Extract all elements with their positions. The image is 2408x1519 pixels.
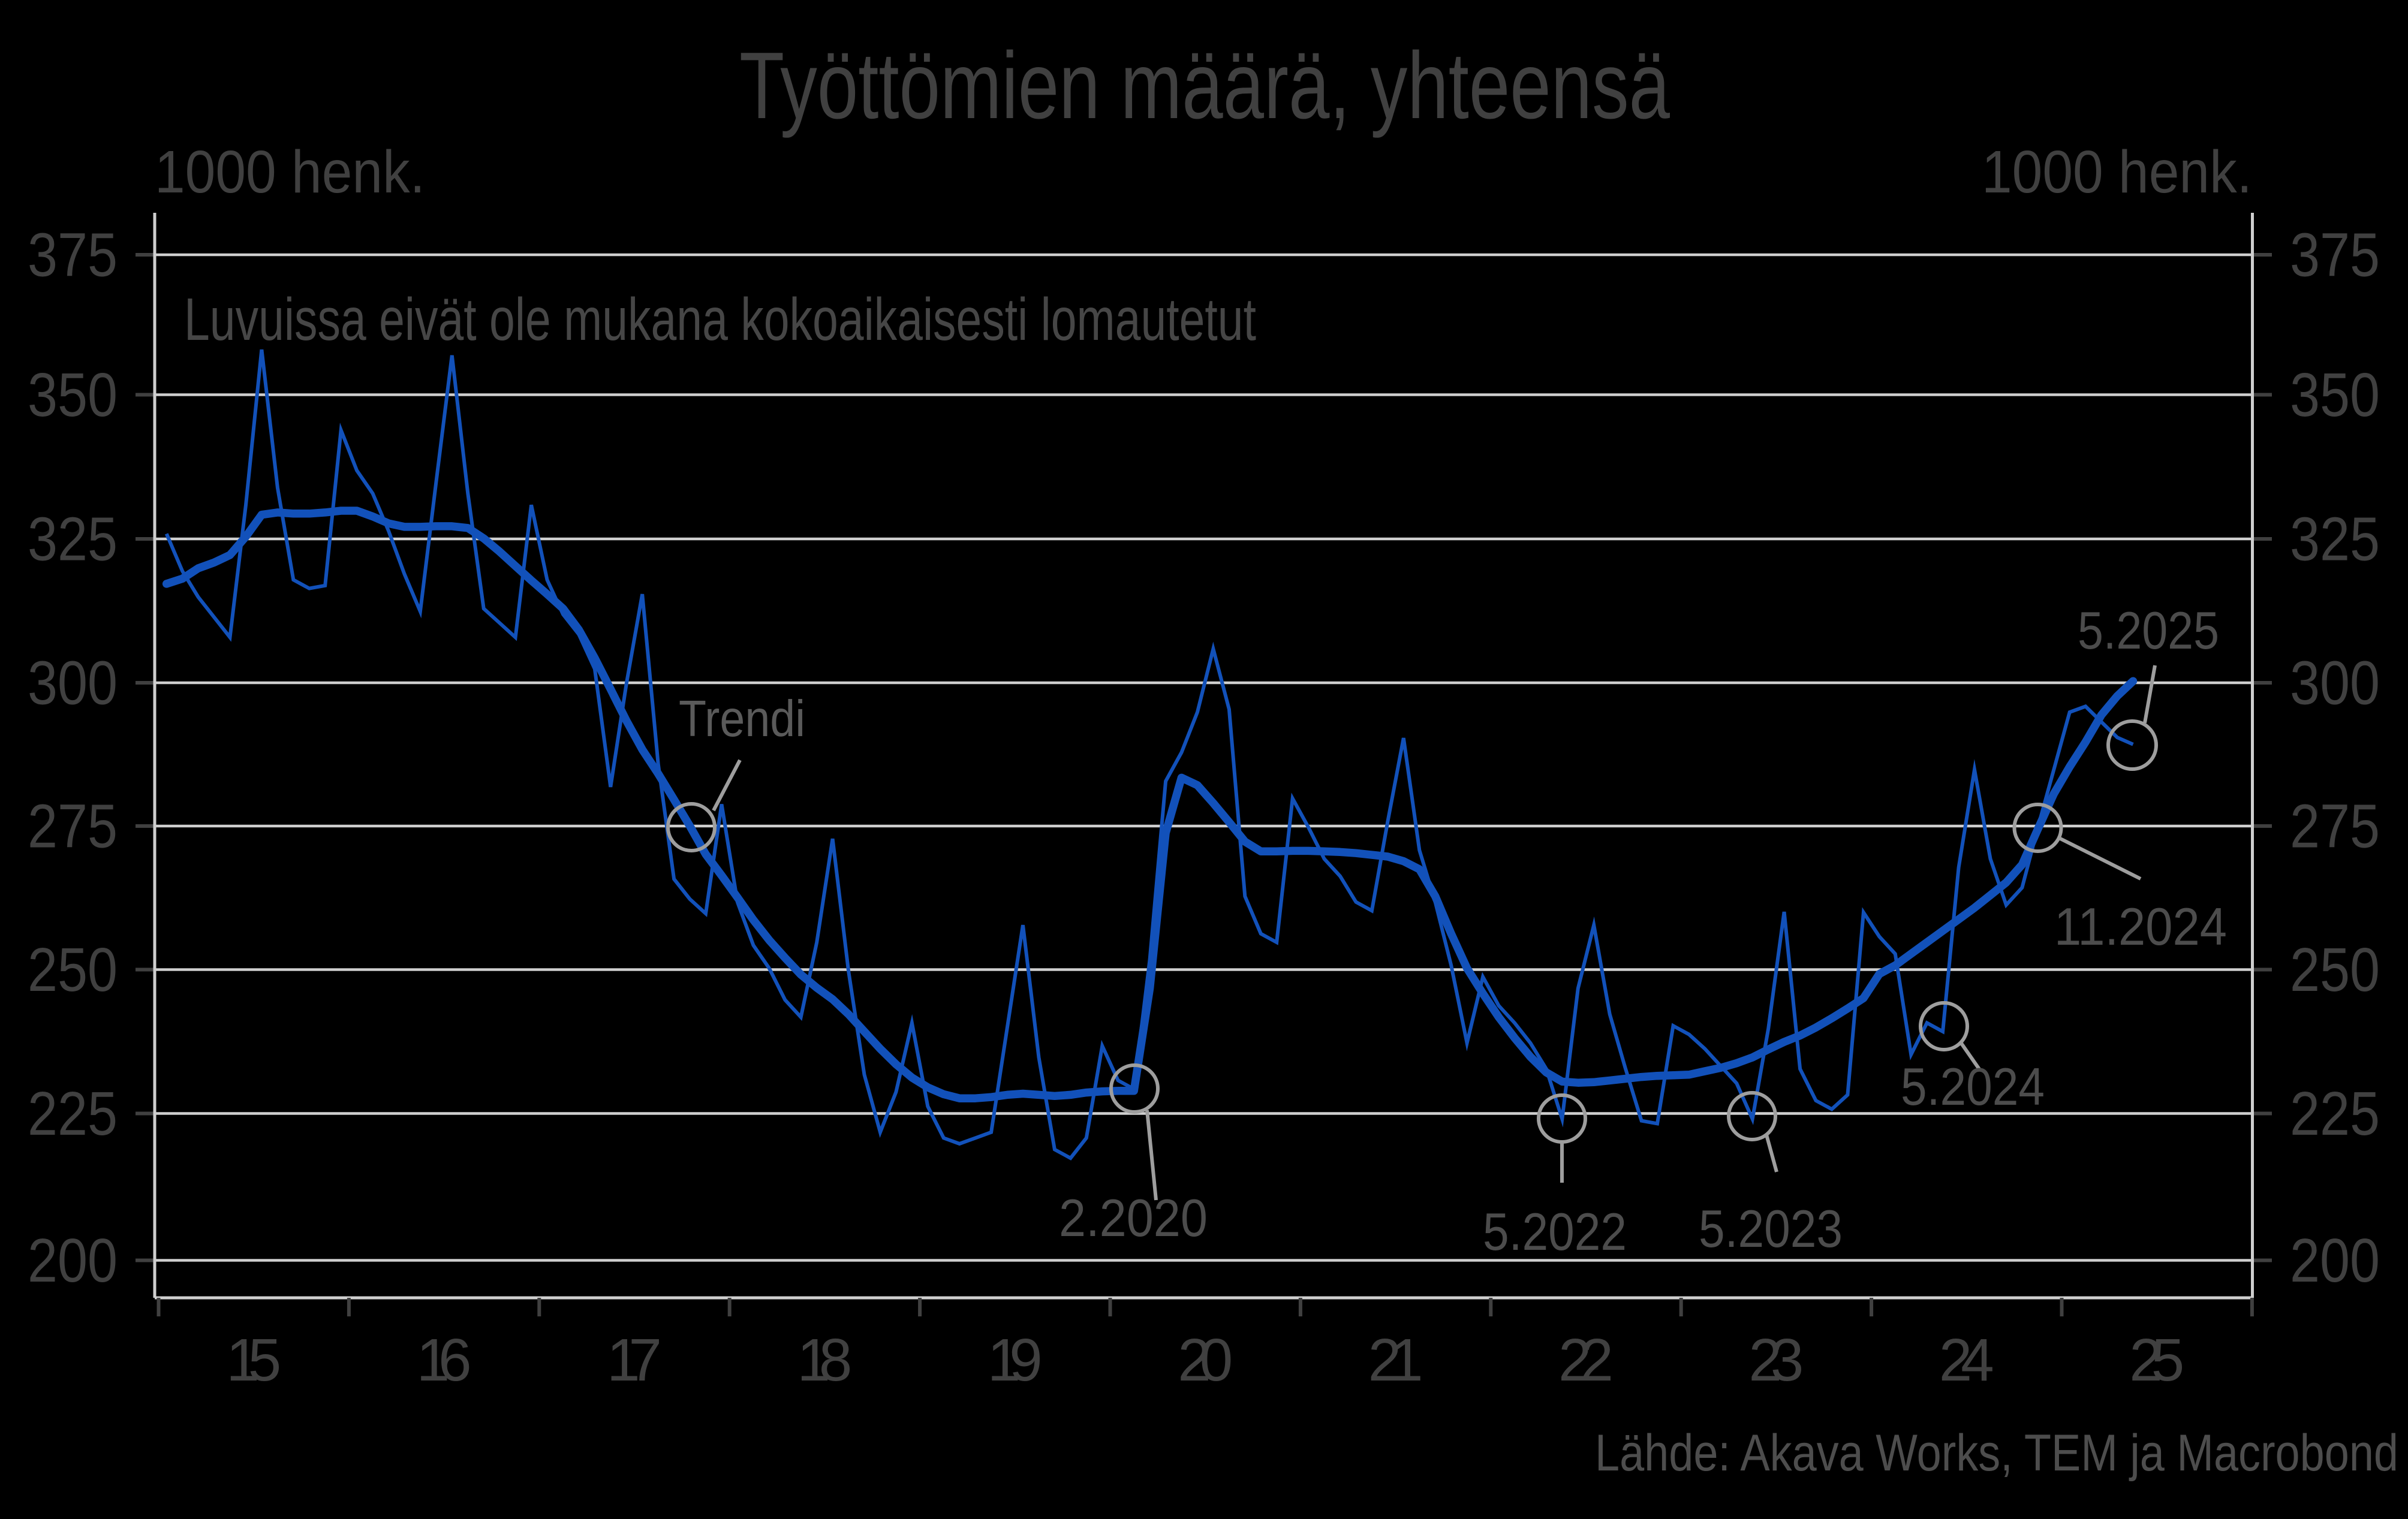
svg-text:11.2024: 11.2024 [2054, 897, 2227, 956]
svg-text:375: 375 [2290, 221, 2380, 290]
svg-text:Trendi: Trendi [679, 691, 805, 748]
svg-text:275: 275 [28, 792, 118, 861]
svg-text:18: 18 [797, 1327, 852, 1394]
svg-text:200: 200 [28, 1226, 118, 1295]
svg-text:16: 16 [417, 1327, 472, 1394]
svg-text:17: 17 [607, 1327, 662, 1394]
svg-text:250: 250 [2290, 935, 2380, 1004]
svg-text:20: 20 [1178, 1327, 1233, 1394]
svg-text:1000 henk.: 1000 henk. [1982, 138, 2252, 206]
svg-text:375: 375 [28, 221, 118, 290]
svg-text:300: 300 [28, 649, 118, 718]
svg-text:325: 325 [2290, 505, 2380, 574]
svg-text:25: 25 [2129, 1327, 2184, 1394]
svg-text:225: 225 [28, 1079, 118, 1148]
svg-text:22: 22 [1558, 1327, 1614, 1394]
svg-text:Lähde: Akava Works, TEM ja Mac: Lähde: Akava Works, TEM ja Macrobond [1595, 1424, 2398, 1482]
svg-text:300: 300 [2290, 649, 2380, 718]
svg-text:23: 23 [1748, 1327, 1804, 1394]
svg-text:24: 24 [1939, 1327, 1994, 1394]
svg-text:19: 19 [988, 1327, 1043, 1394]
svg-text:5.2022: 5.2022 [1483, 1202, 1627, 1261]
svg-text:250: 250 [28, 935, 118, 1004]
svg-text:2.2020: 2.2020 [1059, 1188, 1208, 1247]
svg-text:350: 350 [28, 360, 118, 429]
svg-text:1000 henk.: 1000 henk. [155, 138, 425, 206]
svg-text:Työttömien määrä, yhteensä: Työttömien määrä, yhteensä [739, 33, 1670, 138]
svg-text:200: 200 [2290, 1226, 2380, 1295]
svg-text:5.2025: 5.2025 [2078, 601, 2219, 660]
svg-text:15: 15 [226, 1327, 281, 1394]
svg-text:225: 225 [2290, 1079, 2380, 1148]
svg-text:21: 21 [1368, 1327, 1423, 1394]
svg-text:5.2023: 5.2023 [1699, 1199, 1843, 1258]
svg-text:325: 325 [28, 505, 118, 574]
svg-text:275: 275 [2290, 792, 2380, 861]
svg-text:5.2024: 5.2024 [1901, 1057, 2045, 1116]
svg-text:350: 350 [2290, 360, 2380, 429]
svg-text:Luvuissa eivät ole mukana koko: Luvuissa eivät ole mukana kokoaikaisesti… [184, 286, 1256, 353]
